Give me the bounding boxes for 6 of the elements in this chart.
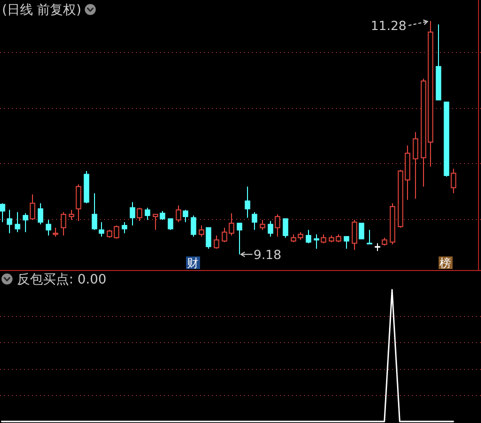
category-label: 榜 xyxy=(438,256,453,270)
chart-title: 反包买点: 0.00 xyxy=(17,272,106,288)
annotation: 9.18 xyxy=(254,246,282,262)
annotation: 11.28 xyxy=(370,18,407,34)
category-label: 财 xyxy=(186,256,200,270)
chart-title: (日线 前复权) xyxy=(2,3,82,18)
